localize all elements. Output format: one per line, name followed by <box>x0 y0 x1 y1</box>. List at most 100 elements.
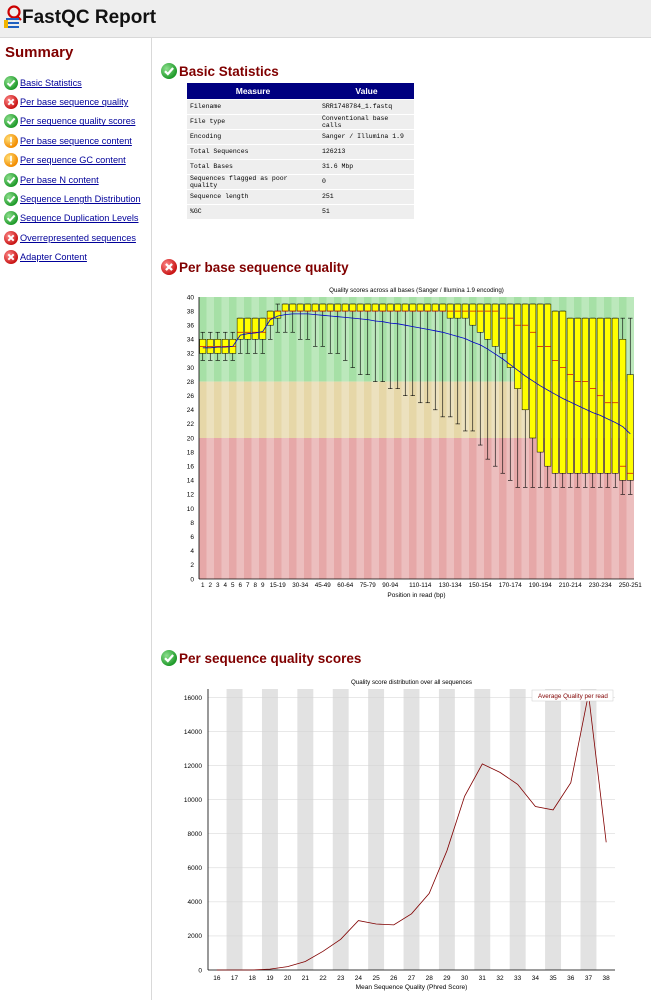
per-base-quality-heading: Per base sequence quality <box>161 259 349 275</box>
quality-box <box>611 317 619 474</box>
stat-measure: Sequence length <box>187 188 319 204</box>
quality-box <box>619 339 627 481</box>
y-tick-label: 12 <box>187 492 195 499</box>
quality-box <box>484 303 492 340</box>
zone-stripe <box>356 381 364 438</box>
summary-sidebar: Summary Basic Statistics Per base sequenc… <box>0 38 152 1000</box>
legend-label: Average Quality per read <box>538 693 608 700</box>
x-tick-label: 15-19 <box>270 582 287 589</box>
summary-item: Overrepresented sequences <box>4 228 141 247</box>
quality-box <box>281 303 289 312</box>
quality-box <box>236 317 244 340</box>
y-tick-label: 28 <box>187 379 195 386</box>
quality-box <box>431 303 439 312</box>
zone-stripe <box>281 297 289 382</box>
x-tick-label: 8 <box>253 582 257 589</box>
summary-link[interactable]: Per base N content <box>20 174 99 185</box>
summary-nav: Basic Statistics Per base sequence qualit… <box>4 73 141 267</box>
fail-icon <box>4 230 18 245</box>
quality-box <box>244 317 252 340</box>
y-tick-label: 6000 <box>188 865 203 872</box>
zone-stripe <box>551 438 559 579</box>
y-tick-label: 4000 <box>188 899 203 906</box>
quality-box <box>544 303 552 467</box>
y-tick-label: 2 <box>190 562 194 569</box>
zone-stripe <box>416 381 424 438</box>
summary-link[interactable]: Basic Statistics <box>20 77 82 88</box>
stat-measure: File type <box>187 113 319 129</box>
quality-box <box>289 303 297 312</box>
table-row: Sequences flagged as poor quality 0 <box>187 173 414 189</box>
y-tick-label: 16000 <box>184 695 202 702</box>
quality-box <box>401 303 409 312</box>
fail-icon <box>161 259 177 275</box>
x-tick-label: 30-34 <box>292 582 309 589</box>
summary-link[interactable]: Per sequence GC content <box>20 155 126 166</box>
quality-box <box>439 303 447 312</box>
fail-icon <box>4 250 18 265</box>
basic-stats-table: Measure Value Filename SRR1748784_1.fastq… <box>187 83 414 219</box>
quality-box <box>409 303 417 312</box>
quality-box <box>349 303 357 312</box>
summary-link[interactable]: Per base sequence quality <box>20 97 129 108</box>
summary-link[interactable]: Per base sequence content <box>20 135 132 146</box>
table-header-measure: Measure <box>187 83 319 99</box>
x-tick-label: 250-251 <box>619 582 643 589</box>
x-tick-label: 30 <box>461 975 469 982</box>
summary-item: Adapter Content <box>4 248 141 267</box>
y-tick-label: 0 <box>198 967 202 974</box>
pass-icon <box>4 211 18 226</box>
quality-box <box>469 303 477 326</box>
y-tick-label: 14000 <box>184 729 202 736</box>
y-tick-label: 10000 <box>184 797 202 804</box>
grid-stripe <box>509 689 526 970</box>
x-tick-label: 7 <box>246 582 250 589</box>
zone-stripe <box>341 438 349 579</box>
summary-link[interactable]: Per sequence quality scores <box>20 116 136 127</box>
quality-box <box>259 317 267 340</box>
x-tick-label: 33 <box>514 975 522 982</box>
summary-link[interactable]: Sequence Duplication Levels <box>20 213 139 224</box>
y-tick-label: 12000 <box>184 763 202 770</box>
x-tick-label: 130-134 <box>439 582 463 589</box>
summary-item: Per base N content <box>4 170 141 189</box>
zone-stripe <box>461 438 469 579</box>
warn-icon <box>4 153 18 168</box>
report-title: FastQC Report <box>22 7 157 28</box>
zone-stripe <box>386 381 394 438</box>
quality-box <box>551 310 559 474</box>
zone-stripe <box>401 438 409 579</box>
table-row: Filename SRR1748784_1.fastq <box>187 98 414 114</box>
summary-link[interactable]: Sequence Length Distribution <box>20 194 141 205</box>
zone-stripe <box>296 381 304 438</box>
zone-stripe <box>386 438 394 579</box>
zone-stripe <box>401 381 409 438</box>
summary-link[interactable]: Overrepresented sequences <box>20 232 136 243</box>
grid-stripe <box>438 689 455 970</box>
x-tick-label: 23 <box>337 975 345 982</box>
grid-stripe <box>403 689 420 970</box>
zone-stripe <box>521 438 529 579</box>
summary-link[interactable]: Adapter Content <box>20 252 87 263</box>
table-row: Sequence length 251 <box>187 188 414 204</box>
quality-box <box>356 303 364 312</box>
x-tick-label: 210-214 <box>559 582 583 589</box>
quality-box <box>566 317 574 474</box>
quality-box <box>574 317 582 474</box>
stat-value: SRR1748784_1.fastq <box>319 98 414 114</box>
x-tick-label: 9 <box>261 582 265 589</box>
x-tick-label: 45-49 <box>315 582 332 589</box>
x-tick-label: 21 <box>302 975 310 982</box>
grid-stripe <box>226 689 243 970</box>
quality-box <box>476 303 484 333</box>
y-tick-label: 22 <box>187 421 195 428</box>
zone-stripe <box>281 438 289 579</box>
quality-box <box>304 303 312 312</box>
report-header: FastQC Report <box>0 0 651 38</box>
quality-box <box>424 303 432 312</box>
fail-icon <box>4 95 18 110</box>
x-tick-label: 20 <box>284 975 292 982</box>
quality-box <box>559 310 567 474</box>
stat-measure: Total Bases <box>187 158 319 174</box>
x-tick-label: 17 <box>231 975 239 982</box>
